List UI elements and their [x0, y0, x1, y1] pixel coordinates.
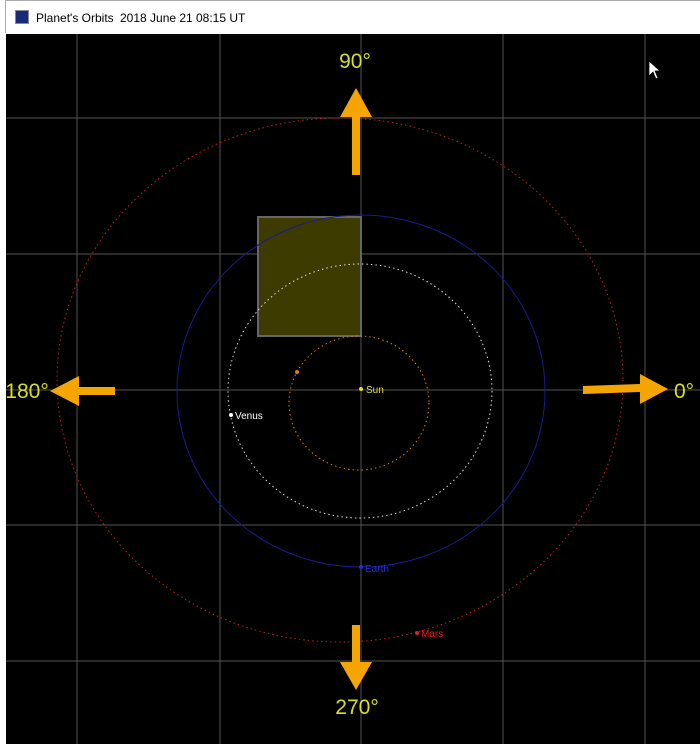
sun [359, 387, 363, 391]
earth [359, 565, 363, 569]
arrow-east [583, 374, 668, 404]
mars-orbit [56, 117, 624, 643]
mars-label: Mars [421, 629, 443, 640]
label-south: 270° [335, 696, 378, 719]
window-title: Planet's Orbits [36, 11, 114, 25]
venus [229, 413, 233, 417]
mars [415, 631, 419, 635]
arrow-west [50, 376, 115, 406]
label-west: 180° [6, 380, 49, 403]
label-north: 90° [339, 50, 371, 73]
mercury [295, 370, 299, 374]
arrow-south [340, 625, 372, 690]
title-bar: Planet's Orbits 2018 June 21 08:15 UT [5, 0, 700, 33]
window-date: 2018 June 21 [120, 11, 193, 25]
direction-arrows [50, 88, 668, 690]
venus-orbit [227, 263, 493, 519]
mouse-cursor [648, 60, 661, 80]
sun-label: Sun [366, 385, 384, 396]
arrow-north [340, 88, 372, 175]
view-box [257, 216, 362, 337]
window-time: 08:15 UT [196, 11, 246, 25]
label-east: 0° [674, 380, 694, 403]
earth-label: Earth [365, 564, 389, 575]
orbit-canvas: 90° 180° 0° 270° Sun Venus Earth Mars [6, 34, 700, 744]
app-icon [15, 10, 29, 24]
venus-label: Venus [235, 411, 263, 422]
mercury-orbit [288, 335, 430, 471]
